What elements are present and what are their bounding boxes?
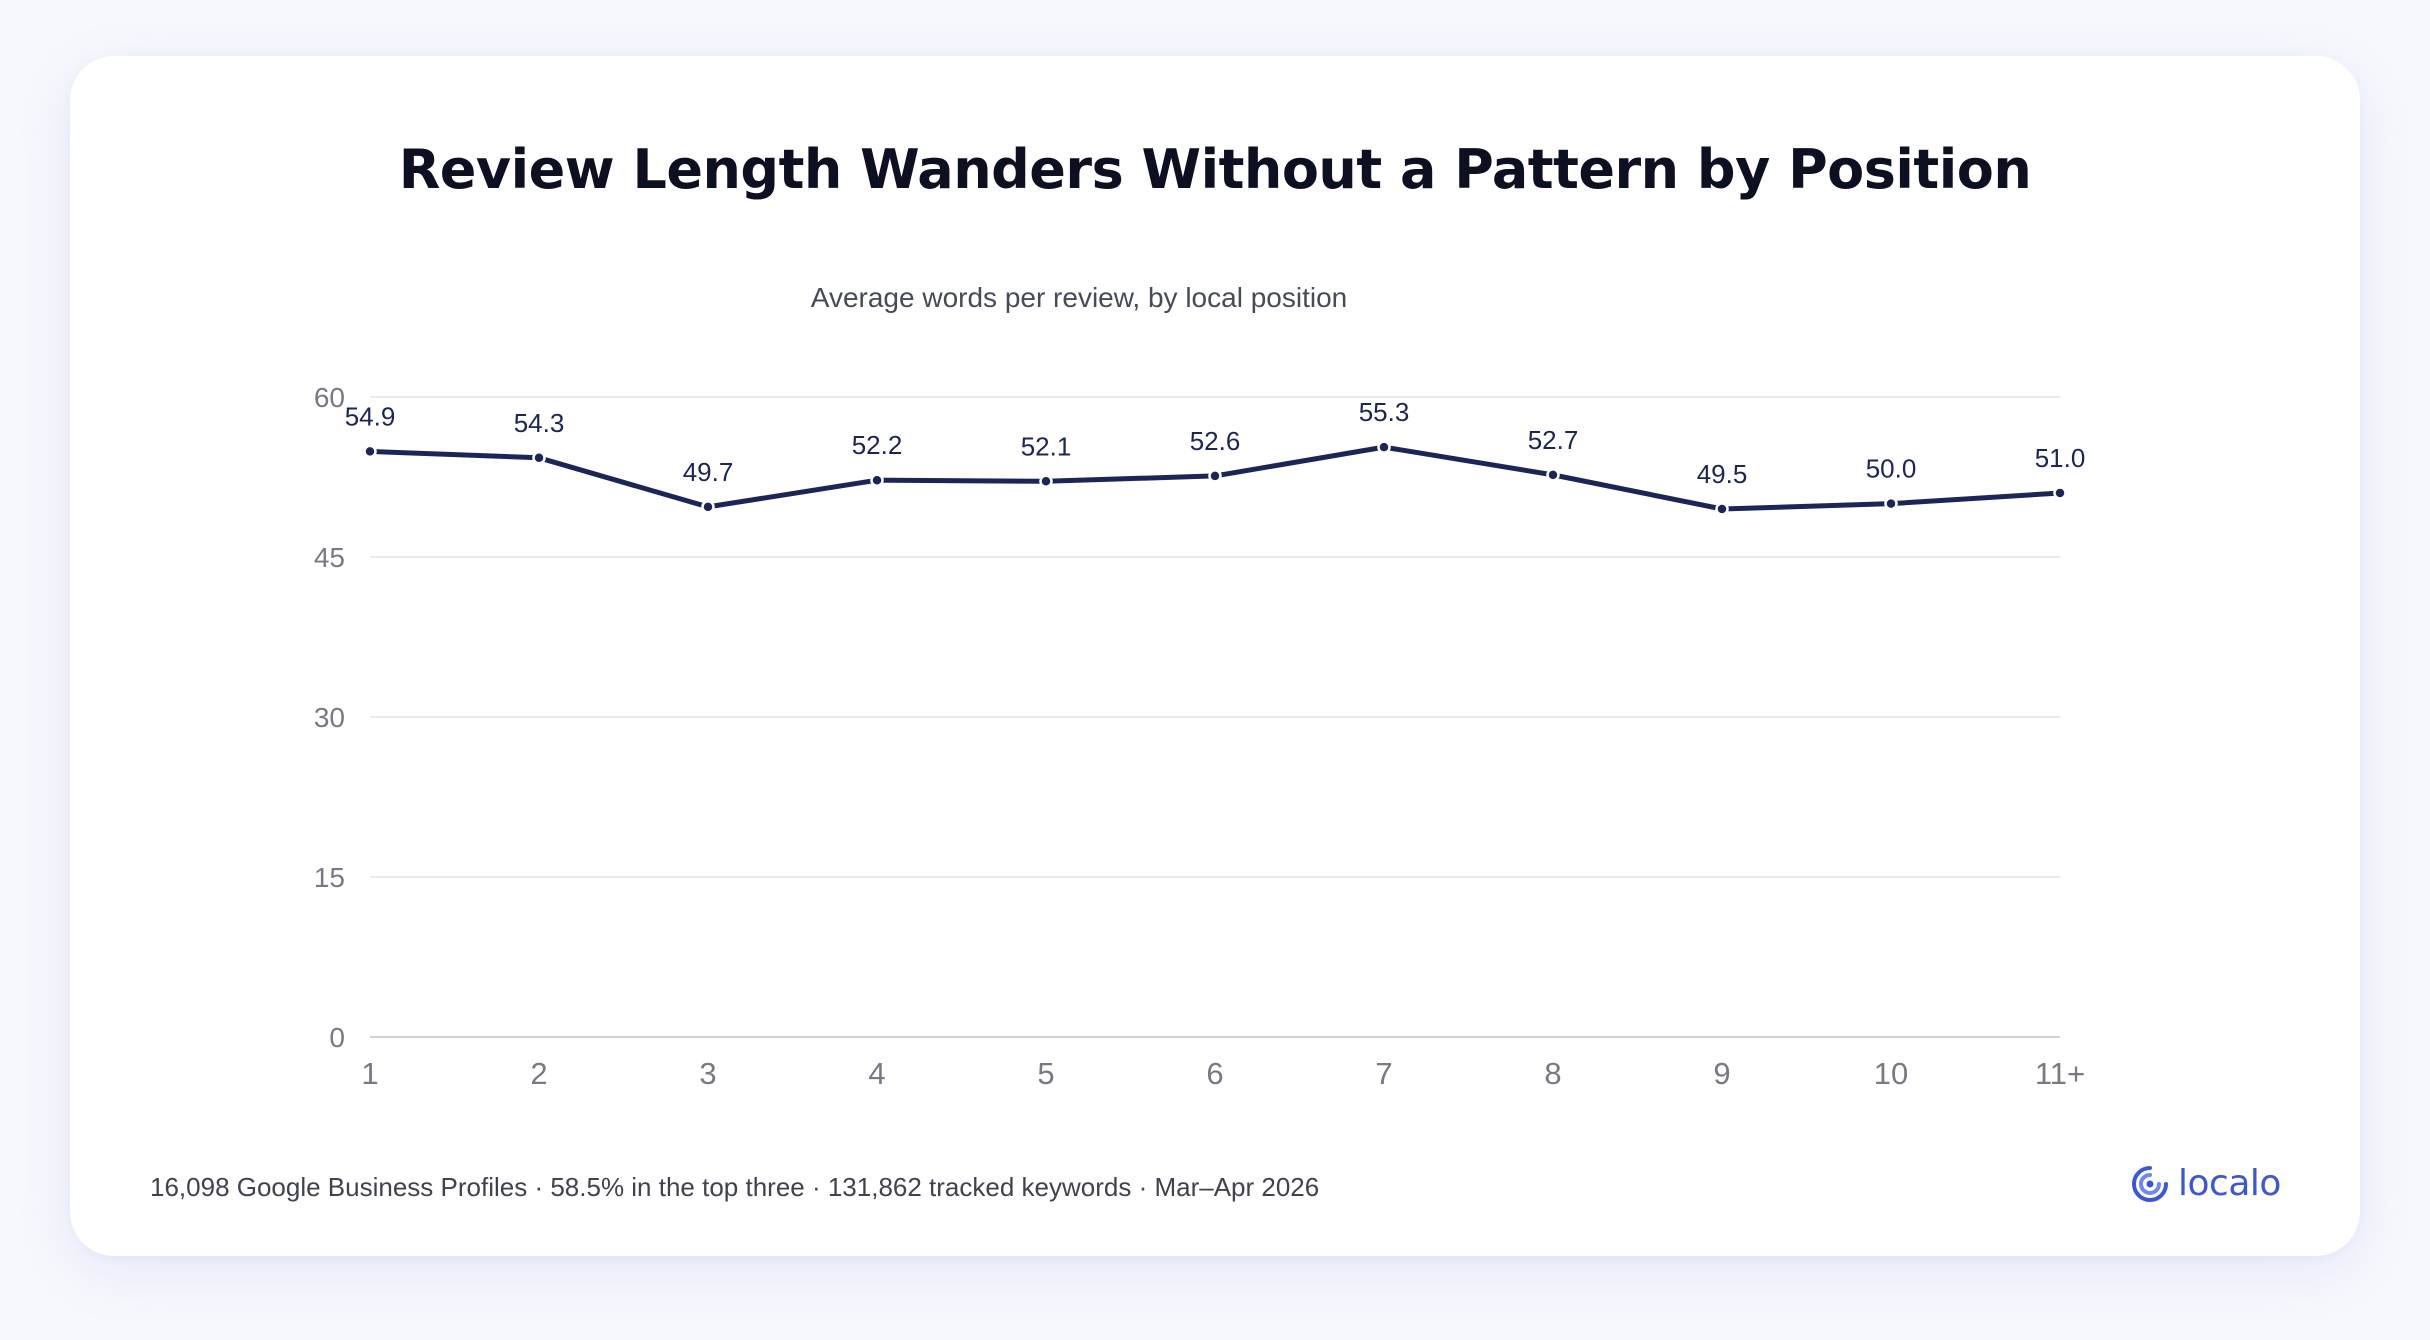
data-label: 49.7 [683, 457, 734, 487]
x-tick-label: 7 [1375, 1056, 1392, 1091]
x-tick-label: 5 [1037, 1056, 1054, 1091]
x-tick-label: 8 [1544, 1056, 1561, 1091]
x-tick-label: 10 [1874, 1056, 1908, 1091]
data-point [701, 500, 715, 514]
data-label: 55.3 [1359, 397, 1410, 427]
data-label-layer: 54.9 54.3 49.7 52.2 52.1 52.6 55.3 52.7 49.5 50.0… [345, 397, 2086, 489]
data-label: 52.1 [1021, 431, 1072, 461]
data-label: 54.9 [345, 401, 396, 431]
chart-title: Review Length Wanders Without a Pattern … [398, 138, 2032, 201]
x-tick-label: 9 [1713, 1056, 1730, 1091]
grid-layer [370, 396, 2060, 1038]
y-tick-label: 0 [329, 1022, 345, 1053]
series-layer [363, 440, 2067, 516]
data-point [870, 473, 884, 487]
x-tick-label: 4 [868, 1056, 885, 1091]
y-tick-label: 45 [314, 542, 345, 573]
data-label: 51.0 [2035, 443, 2086, 473]
x-tick-label: 3 [699, 1056, 716, 1091]
data-point [363, 444, 377, 459]
chart-subtitle: Average words per review, by local posit… [810, 282, 1348, 313]
data-point [1546, 468, 1560, 482]
data-label: 52.6 [1190, 426, 1241, 456]
data-point [2053, 486, 2067, 500]
data-label: 54.3 [514, 408, 565, 438]
data-point [532, 451, 546, 465]
data-label: 52.2 [852, 430, 903, 460]
x-tick-label: 6 [1206, 1056, 1223, 1091]
x-tick-label: 2 [530, 1056, 547, 1091]
y-tick-label: 30 [314, 702, 345, 733]
footer-note: 16,098 Google Business Profiles · 58.5% … [150, 1172, 1320, 1202]
brand-name: localo [2178, 1163, 2281, 1204]
data-point [1715, 502, 1729, 516]
data-label: 50.0 [1866, 454, 1917, 484]
brand-logo[interactable]: localo [2128, 1162, 2281, 1206]
data-point [1208, 469, 1222, 483]
data-point [1039, 474, 1053, 489]
data-label: 52.7 [1528, 425, 1579, 455]
y-tick-label: 60 [314, 382, 345, 413]
data-label: 49.5 [1697, 459, 1748, 489]
localo-logo-icon [2132, 1166, 2168, 1202]
x-tick-label: 11+ [2035, 1056, 2085, 1091]
y-tick-label: 15 [314, 862, 345, 893]
data-point [1377, 440, 1391, 454]
data-point [1884, 496, 1898, 511]
x-tick-label: 1 [361, 1056, 378, 1091]
chart-card [70, 56, 2360, 1256]
